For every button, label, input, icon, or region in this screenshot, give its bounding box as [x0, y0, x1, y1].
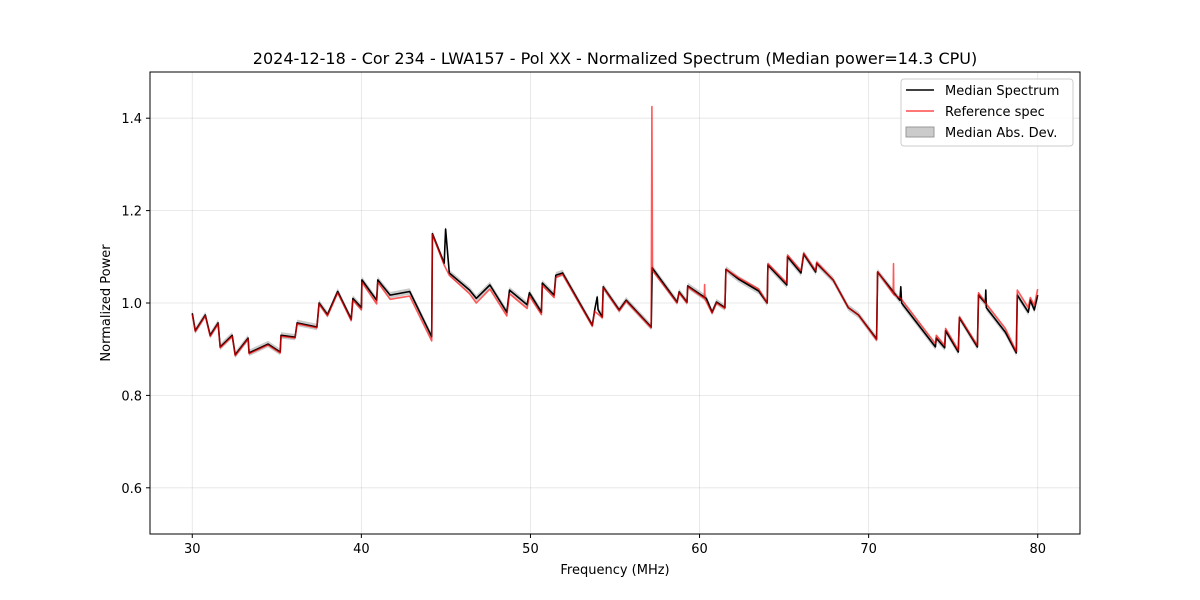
x-tick-label: 60 [691, 542, 708, 557]
x-tick-label: 70 [860, 542, 877, 557]
legend-reference-label: Reference spec [945, 105, 1045, 120]
chart-title: 2024-12-18 - Cor 234 - LWA157 - Pol XX -… [253, 49, 977, 68]
y-tick-label: 1.0 [121, 297, 142, 312]
y-axis-label: Normalized Power [99, 244, 114, 362]
y-tick-label: 1.2 [121, 205, 142, 220]
x-tick-label: 80 [1029, 542, 1046, 557]
reference-spectrum-line [191, 105, 1039, 357]
x-axis-label: Frequency (MHz) [560, 563, 669, 578]
legend-mad-swatch [905, 126, 935, 138]
legend: Median Spectrum Reference spec Median Ab… [900, 78, 1074, 147]
x-tick-label: 50 [522, 542, 539, 557]
y-tick-label: 0.6 [121, 482, 142, 497]
legend-mad-label: Median Abs. Dev. [945, 126, 1057, 141]
x-tick-label: 40 [353, 542, 370, 557]
axes-frame [149, 71, 1081, 535]
y-tick-label: 1.4 [121, 112, 142, 127]
x-tick-label: 30 [184, 542, 201, 557]
plot-area [191, 105, 1039, 358]
y-tick-label: 0.8 [121, 389, 142, 404]
axis-ticks: 30 40 50 60 70 80 0.6 0.8 1.0 1.2 1.4 [121, 112, 1046, 557]
legend-median-label: Median Spectrum [945, 84, 1059, 99]
legend-box [900, 78, 1074, 147]
